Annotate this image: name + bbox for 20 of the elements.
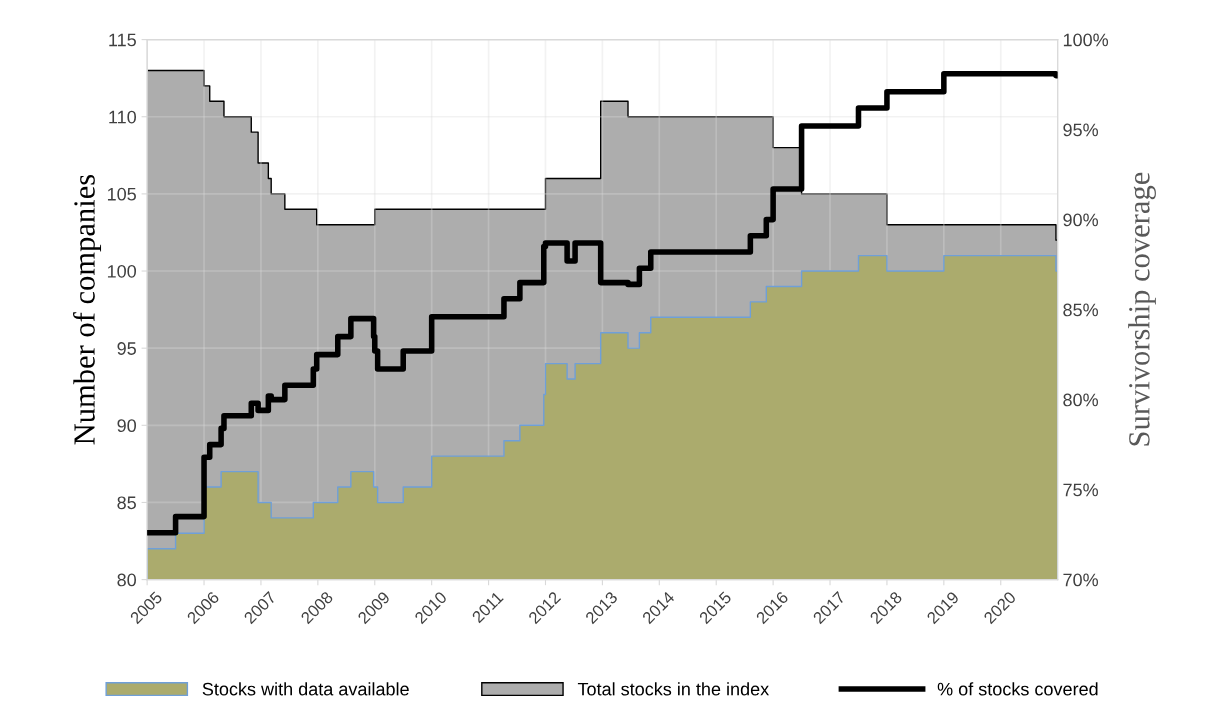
y2-tick-label: 90% bbox=[1063, 213, 1099, 227]
y-axis-title: Number of companies bbox=[73, 174, 102, 445]
y2-tick-label: 70% bbox=[1063, 573, 1099, 587]
legend-label: % of stocks covered bbox=[937, 682, 1098, 696]
y-tick-label: 100 bbox=[107, 264, 137, 278]
legend-label: Stocks with data available bbox=[202, 682, 409, 696]
y2-tick-label: 85% bbox=[1063, 303, 1099, 317]
y2-axis-title: Survivorship coverage bbox=[1128, 172, 1156, 446]
y2-tick-label: 95% bbox=[1063, 123, 1099, 137]
y2-tick-label: 80% bbox=[1063, 393, 1099, 407]
y2-tick-label: 100% bbox=[1063, 33, 1109, 47]
y-tick-label: 95 bbox=[117, 342, 136, 355]
y-tick-label: 90 bbox=[117, 419, 137, 433]
y-tick-label: 105 bbox=[107, 187, 136, 201]
y-tick-label: 115 bbox=[109, 33, 136, 47]
y-tick-label: 80 bbox=[117, 573, 137, 587]
y2-tick-label: 75% bbox=[1063, 483, 1099, 497]
legend-label: Total stocks in the index bbox=[577, 682, 769, 696]
y-tick-label: 110 bbox=[109, 110, 137, 124]
y-tick-label: 85 bbox=[117, 496, 136, 510]
